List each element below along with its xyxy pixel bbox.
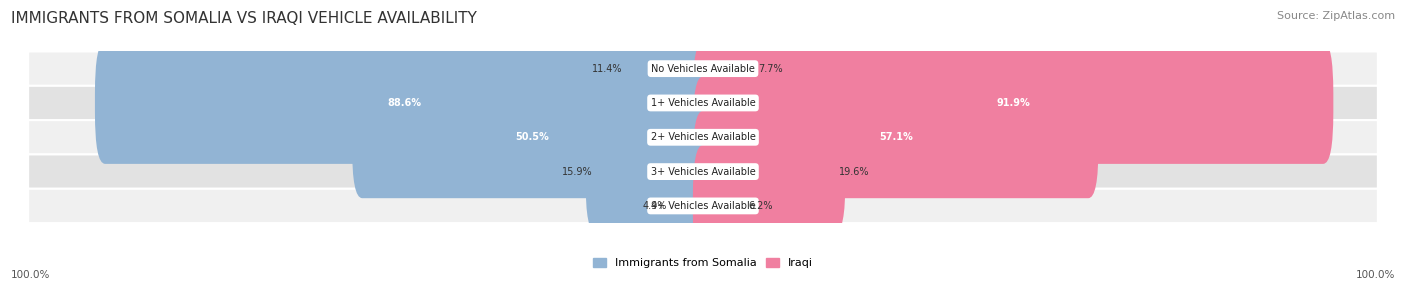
- FancyBboxPatch shape: [28, 189, 1378, 223]
- Text: 19.6%: 19.6%: [838, 167, 869, 176]
- FancyBboxPatch shape: [96, 42, 713, 164]
- FancyBboxPatch shape: [28, 51, 1378, 86]
- Text: 1+ Vehicles Available: 1+ Vehicles Available: [651, 98, 755, 108]
- FancyBboxPatch shape: [693, 76, 1098, 198]
- Text: 7.7%: 7.7%: [758, 64, 783, 74]
- Legend: Immigrants from Somalia, Iraqi: Immigrants from Somalia, Iraqi: [589, 253, 817, 273]
- Text: 91.9%: 91.9%: [997, 98, 1031, 108]
- Text: 88.6%: 88.6%: [387, 98, 420, 108]
- Text: 4+ Vehicles Available: 4+ Vehicles Available: [651, 201, 755, 211]
- Text: IMMIGRANTS FROM SOMALIA VS IRAQI VEHICLE AVAILABILITY: IMMIGRANTS FROM SOMALIA VS IRAQI VEHICLE…: [11, 11, 477, 26]
- Text: 100.0%: 100.0%: [1355, 270, 1395, 280]
- FancyBboxPatch shape: [352, 76, 713, 198]
- Text: Source: ZipAtlas.com: Source: ZipAtlas.com: [1277, 11, 1395, 21]
- Text: 100.0%: 100.0%: [11, 270, 51, 280]
- FancyBboxPatch shape: [693, 42, 1333, 164]
- FancyBboxPatch shape: [28, 120, 1378, 154]
- Text: No Vehicles Available: No Vehicles Available: [651, 64, 755, 74]
- Text: 57.1%: 57.1%: [879, 132, 912, 142]
- Text: 3+ Vehicles Available: 3+ Vehicles Available: [651, 167, 755, 176]
- FancyBboxPatch shape: [28, 86, 1378, 120]
- FancyBboxPatch shape: [659, 145, 713, 267]
- FancyBboxPatch shape: [616, 8, 713, 130]
- FancyBboxPatch shape: [693, 145, 755, 267]
- Text: 11.4%: 11.4%: [592, 64, 623, 74]
- Text: 50.5%: 50.5%: [516, 132, 550, 142]
- FancyBboxPatch shape: [585, 111, 713, 233]
- FancyBboxPatch shape: [28, 154, 1378, 189]
- Text: 4.9%: 4.9%: [643, 201, 666, 211]
- Text: 6.2%: 6.2%: [748, 201, 773, 211]
- Text: 2+ Vehicles Available: 2+ Vehicles Available: [651, 132, 755, 142]
- Text: 15.9%: 15.9%: [561, 167, 592, 176]
- FancyBboxPatch shape: [693, 8, 765, 130]
- FancyBboxPatch shape: [693, 111, 845, 233]
